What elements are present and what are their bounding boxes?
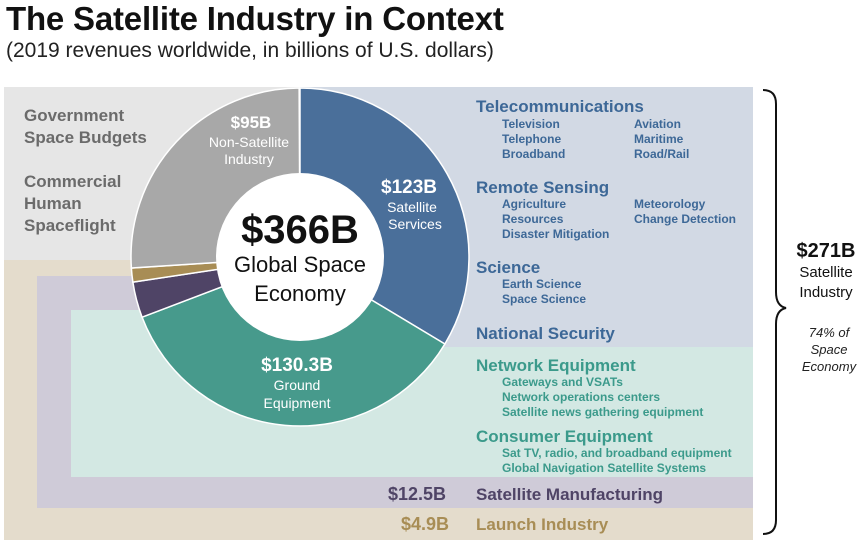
nonsat-value-label: $95B xyxy=(231,113,272,132)
category-consumer-equipment: Consumer Equipment xyxy=(476,427,653,446)
network-items: Gateways and VSATs Network operations ce… xyxy=(502,375,703,420)
list-item: Television xyxy=(502,117,560,131)
list-item: Road/Rail xyxy=(634,147,690,161)
manufacturing-label: Satellite Manufacturing xyxy=(476,485,664,504)
list-item: Earth Science xyxy=(502,277,582,291)
page-title: The Satellite Industry in Context xyxy=(6,0,504,37)
list-item: Aviation xyxy=(634,117,681,131)
list-item: Agriculture xyxy=(502,197,567,211)
donut-hole xyxy=(216,173,384,341)
brace-note-line: 74% of xyxy=(808,325,850,340)
ground-slice-label: Ground xyxy=(274,377,321,393)
list-item: Resources xyxy=(502,212,564,226)
remote-col1: Agriculture Resources Disaster Mitigatio… xyxy=(502,197,609,242)
list-item: Sat TV, radio, and broadband equipment xyxy=(502,446,732,460)
brace-label-line: Industry xyxy=(799,284,853,301)
list-item: Gateways and VSATs xyxy=(502,375,623,389)
category-telecom: Telecommunications xyxy=(476,97,644,116)
list-item: Meteorology xyxy=(634,197,706,211)
government-label-line: Government xyxy=(24,106,125,125)
category-remote-sensing: Remote Sensing xyxy=(476,178,610,197)
science-col1: Earth Science Space Science xyxy=(502,277,586,307)
manufacturing-value: $12.5B xyxy=(388,484,447,504)
telecom-col2: Aviation Maritime Road/Rail xyxy=(634,117,689,162)
commercial-label-line: Spaceflight xyxy=(24,216,116,235)
list-item: Disaster Mitigation xyxy=(502,227,610,241)
brace-label-line: Satellite xyxy=(799,264,853,281)
page-subtitle: (2019 revenues worldwide, in billions of… xyxy=(6,39,494,62)
launch-value: $4.9B xyxy=(401,514,450,534)
commercial-label-line: Commercial xyxy=(24,172,122,191)
category-network-equipment: Network Equipment xyxy=(476,356,636,375)
remote-col2: Meteorology Change Detection xyxy=(634,197,736,227)
list-item: Telephone xyxy=(502,132,562,146)
brace-note-line: Economy xyxy=(801,359,857,374)
government-label-line: Space Budgets xyxy=(24,128,147,147)
brace-note-line: Space xyxy=(810,342,848,357)
services-slice-label: Satellite xyxy=(387,199,437,215)
telecom-col1: Television Telephone Broadband xyxy=(502,117,565,162)
launch-label: Launch Industry xyxy=(476,515,609,534)
list-item: Maritime xyxy=(634,132,684,146)
satellite-industry-brace xyxy=(762,89,787,535)
list-item: Space Science xyxy=(502,292,587,306)
ground-value-label: $130.3B xyxy=(261,355,333,376)
satellite-industry-share: 74% of Space Economy xyxy=(789,324,866,375)
services-value-label: $123B xyxy=(381,177,437,198)
government-label: Government Space Budgets xyxy=(24,105,147,149)
services-slice-label: Services xyxy=(388,216,442,232)
list-item: Broadband xyxy=(502,147,566,161)
nonsat-slice-label: Non-Satellite xyxy=(209,134,289,150)
commercial-label-line: Human xyxy=(24,194,82,213)
center-label: Global Space xyxy=(234,252,366,277)
category-science: Science xyxy=(476,258,541,277)
center-value: $366B xyxy=(241,208,359,252)
list-item: Global Navigation Satellite Systems xyxy=(502,461,707,475)
list-item: Change Detection xyxy=(634,212,737,226)
consumer-items: Sat TV, radio, and broadband equipment G… xyxy=(502,446,732,476)
list-item: Satellite news gathering equipment xyxy=(502,405,704,419)
nonsat-slice-label: Industry xyxy=(224,151,274,167)
center-label: Economy xyxy=(254,281,346,306)
satellite-industry-total: $271B Satellite Industry xyxy=(786,240,866,303)
ground-slice-label: Equipment xyxy=(264,395,331,411)
category-national-security: National Security xyxy=(476,324,615,343)
commercial-label: Commercial Human Spaceflight xyxy=(24,171,121,237)
brace-value: $271B xyxy=(796,240,856,262)
list-item: Network operations centers xyxy=(502,390,661,404)
